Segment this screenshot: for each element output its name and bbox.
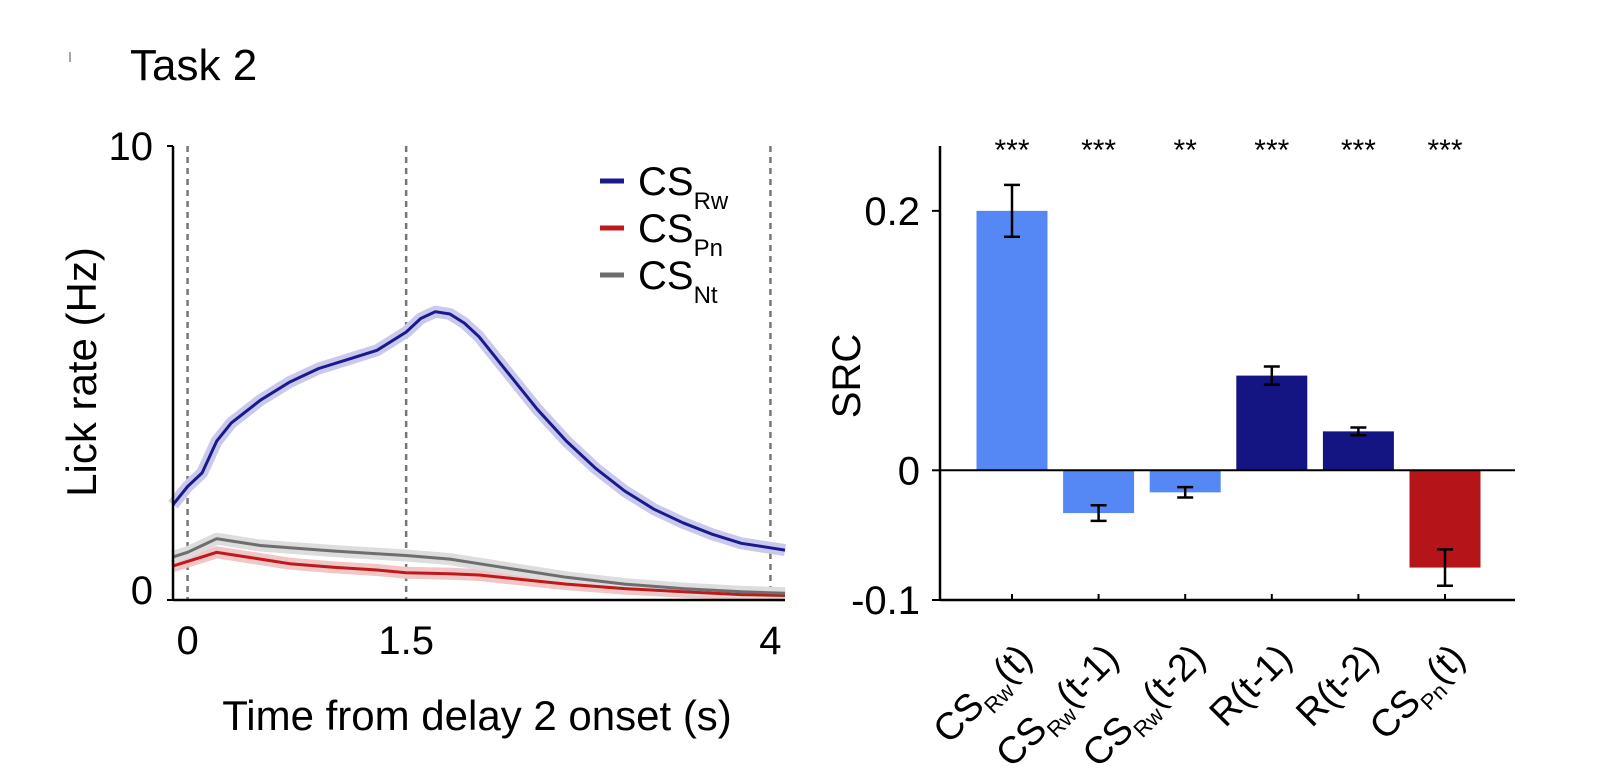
y-tick-label: 0 [898, 449, 920, 493]
y-tick-label: 0 [131, 569, 153, 613]
significance-label: *** [1254, 134, 1289, 167]
error-bar-3 [1263, 365, 1280, 386]
reference-lines [186, 146, 772, 600]
series-line-nt [172, 537, 786, 595]
figure-title: Task 2 [130, 41, 257, 90]
error-bars [1004, 183, 1453, 587]
significance-markers: *** *** ** *** *** *** [994, 134, 1462, 167]
bar-0 [976, 210, 1048, 471]
y-axis-label: Lick rate (Hz) [58, 247, 105, 497]
error-bar-0 [1004, 183, 1020, 239]
significance-label: *** [1427, 134, 1462, 167]
series-line-pn [172, 550, 786, 597]
x-tick-label: 4 [759, 619, 781, 663]
error-bar-1 [1090, 504, 1107, 523]
lick-rate-chart: 010 0 1.5 4 Time from delay 2 onset (s) Li… [58, 125, 786, 739]
series-band-rw [168, 305, 786, 557]
bar-4 [1322, 431, 1394, 471]
bars [976, 210, 1481, 568]
bar-2 [1149, 470, 1221, 493]
significance-label: *** [1081, 134, 1116, 167]
y-ticks: -0.1 0 0.2 [851, 190, 940, 623]
error-bar-2 [1177, 485, 1194, 499]
error-bands [168, 305, 786, 602]
category-labels: CSRw(t)CSRw(t-1)CSRw(t-2)R(t-1)R(t-2)CSP… [925, 637, 1477, 779]
x-tick-label: 0 [176, 619, 198, 663]
category-label: CSPn(t) [1362, 637, 1478, 753]
x-ticks [1011, 594, 1446, 600]
error-bar-4 [1350, 426, 1367, 437]
legend-item-nt: CSNt [600, 254, 718, 309]
legend-label: CSNt [638, 254, 718, 309]
series-lines [171, 310, 786, 597]
x-ticks: 0 1.5 4 [176, 619, 781, 663]
src-bar-chart: -0.100.2 *** *** ** *** *** *** CSRw(t)CSRw(t… [825, 134, 1515, 779]
significance-label: *** [1341, 134, 1376, 167]
series-line-rw [171, 310, 786, 552]
category-label: R(t-1) [1202, 637, 1300, 735]
x-tick-label: 1.5 [378, 619, 434, 663]
y-axis-label: SRC [825, 334, 869, 418]
y-tick-label: 10 [109, 125, 154, 169]
y-ticks: 0 10 [109, 125, 173, 613]
significance-label: ** [1174, 134, 1198, 167]
y-tick-label: -0.1 [851, 579, 920, 623]
bar-3 [1236, 375, 1308, 471]
y-tick-label: 0.2 [864, 190, 920, 234]
error-bar-5 [1437, 548, 1453, 587]
x-axis-label: Time from delay 2 onset (s) [222, 692, 732, 739]
significance-label: *** [994, 134, 1029, 167]
